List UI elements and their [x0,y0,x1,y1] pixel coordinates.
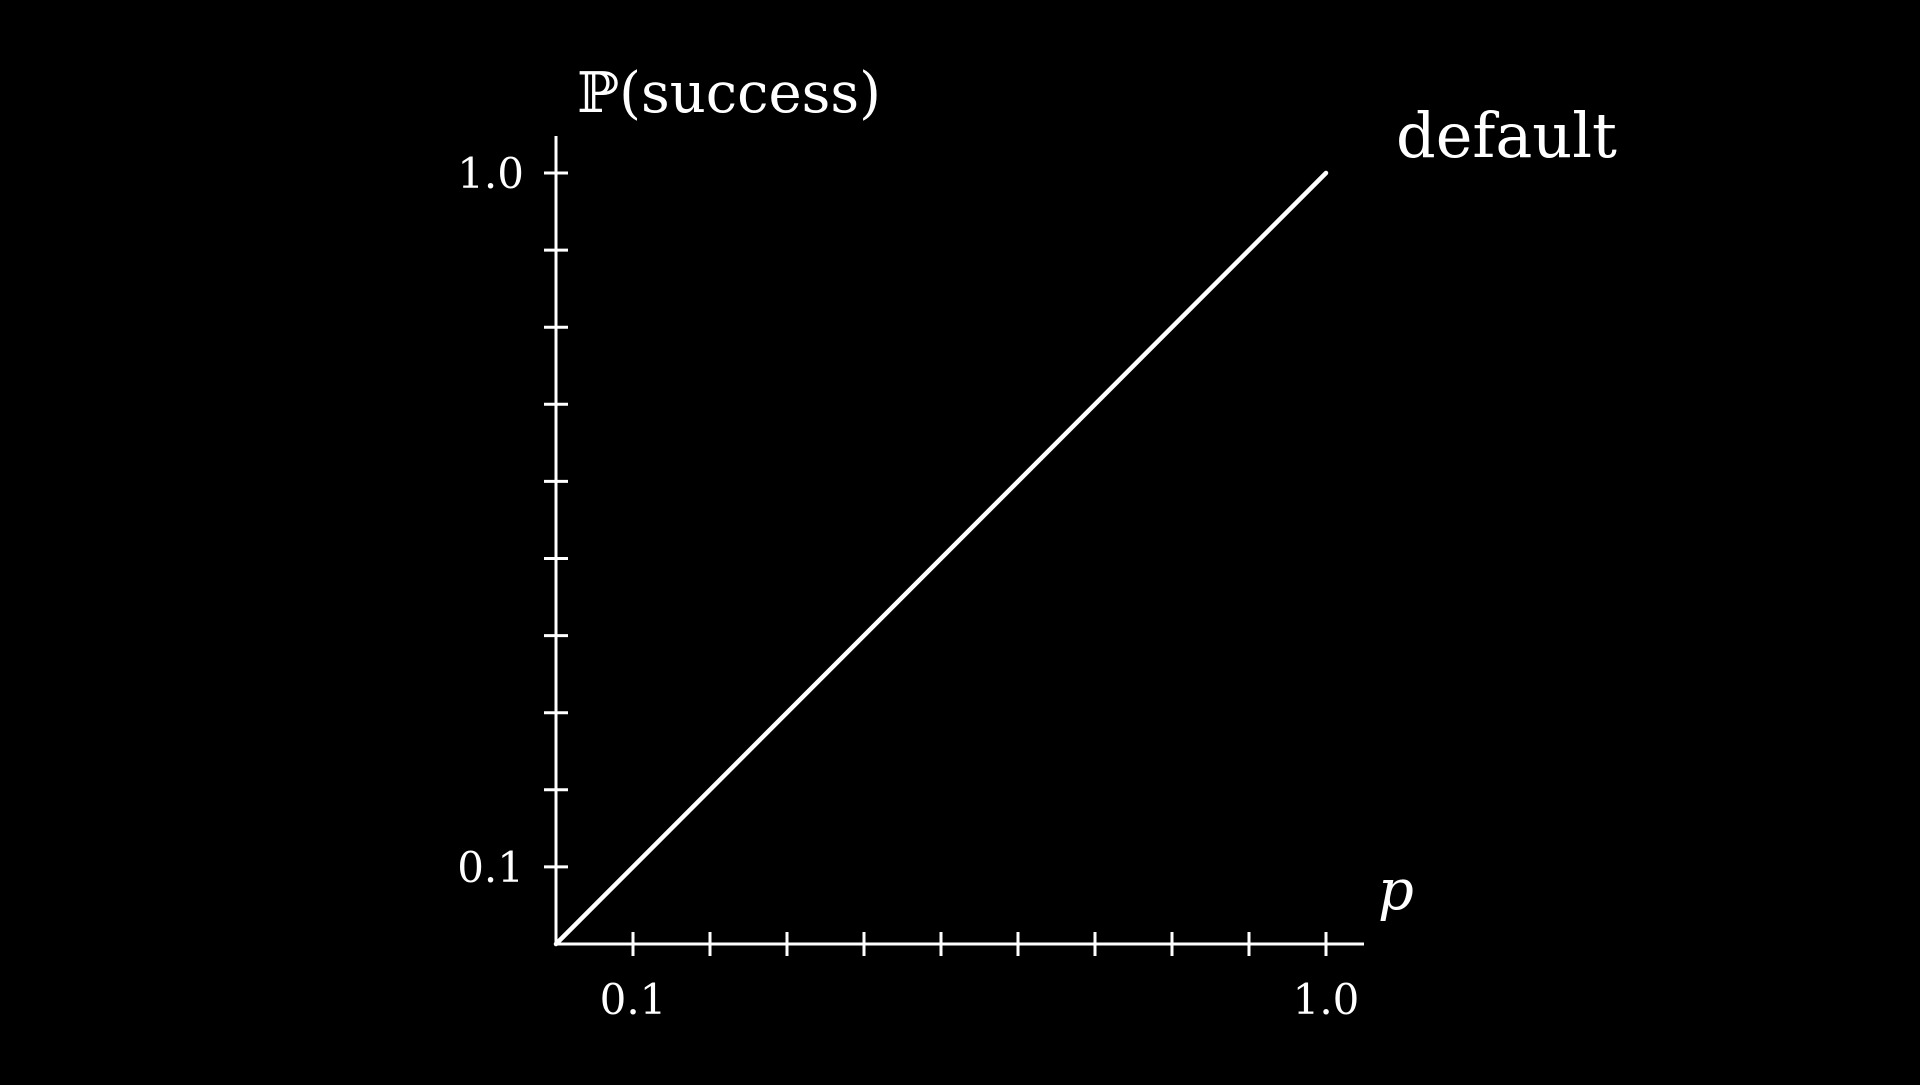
x-axis-tick-labels: 0.1 1.0 [600,975,1360,1024]
x-tick-label: 0.1 [600,975,667,1024]
y-tick-label: 1.0 [457,149,524,198]
series-group [553,170,1329,947]
y-axis-title: ℙ(success) [577,61,881,126]
y-axis-tick-labels: 0.1 1.0 [457,149,524,892]
series-label-default: default [1396,99,1617,172]
y-axis-ticks [544,171,568,869]
x-axis-ticks [631,932,1328,956]
y-tick-label: 0.1 [457,843,524,892]
x-tick-label: 1.0 [1293,975,1360,1024]
series-line-default [553,170,1329,947]
axes-group: 0.1 1.0 0.1 1.0 [457,136,1364,1024]
x-axis-title: p [1378,858,1414,923]
